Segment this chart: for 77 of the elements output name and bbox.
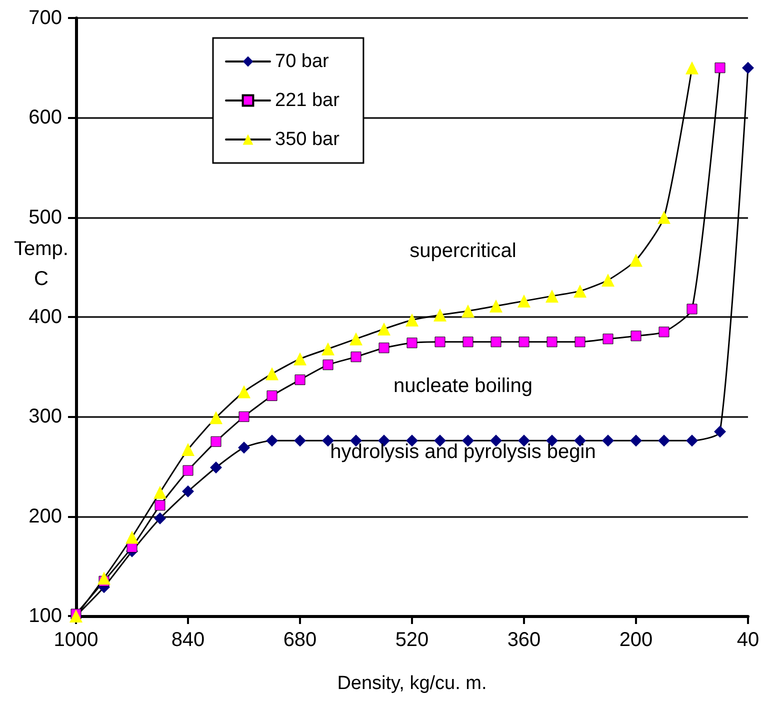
point bbox=[350, 332, 362, 346]
point bbox=[630, 330, 642, 342]
point bbox=[238, 442, 250, 454]
y-tick-label: 500 bbox=[28, 206, 62, 228]
point bbox=[742, 62, 754, 74]
y-tick-label: 100 bbox=[28, 605, 62, 627]
point bbox=[602, 274, 614, 287]
annotation: hydrolysis and pyrolysis begin bbox=[330, 441, 596, 463]
point bbox=[546, 336, 558, 348]
y-tick-label: 700 bbox=[28, 7, 62, 29]
point bbox=[546, 290, 558, 303]
point bbox=[378, 322, 390, 336]
point bbox=[490, 300, 502, 313]
y-tick-label: 200 bbox=[28, 505, 62, 528]
annotation: nucleate boiling bbox=[394, 375, 532, 397]
point bbox=[658, 210, 670, 224]
point bbox=[182, 443, 194, 456]
point bbox=[518, 294, 530, 308]
point bbox=[294, 374, 306, 386]
point bbox=[658, 326, 670, 338]
y-axis-title: Temp. C bbox=[14, 238, 68, 290]
point bbox=[126, 530, 138, 544]
point bbox=[350, 352, 362, 362]
point bbox=[490, 336, 502, 348]
point bbox=[154, 512, 166, 524]
point bbox=[574, 336, 586, 348]
point bbox=[406, 338, 418, 348]
point bbox=[574, 284, 586, 298]
point bbox=[602, 334, 614, 344]
point bbox=[462, 304, 474, 318]
point bbox=[210, 461, 222, 474]
point bbox=[266, 367, 278, 380]
point bbox=[210, 411, 222, 424]
point bbox=[322, 342, 334, 356]
point bbox=[434, 336, 446, 348]
point bbox=[98, 572, 110, 585]
point bbox=[686, 434, 698, 447]
legend-label: 70 bar bbox=[275, 51, 330, 72]
y-tick-label: 600 bbox=[28, 106, 62, 129]
x-tick-label: 520 bbox=[395, 629, 429, 651]
point bbox=[630, 254, 642, 267]
point bbox=[602, 434, 614, 447]
point bbox=[658, 434, 670, 447]
point bbox=[686, 61, 698, 74]
point bbox=[714, 62, 726, 74]
point bbox=[630, 434, 642, 447]
x-tick-label: 1000 bbox=[54, 629, 98, 651]
point bbox=[238, 411, 250, 422]
point bbox=[182, 465, 194, 476]
point bbox=[266, 434, 278, 447]
x-axis-title: Density, kg/cu. m. bbox=[337, 673, 487, 694]
legend-label: 350 bar bbox=[275, 129, 340, 150]
point bbox=[378, 342, 390, 354]
x-tick-label: 200 bbox=[619, 629, 653, 651]
x-tick-label: 840 bbox=[171, 629, 205, 651]
x-tick-label: 40 bbox=[736, 629, 760, 651]
point bbox=[434, 308, 446, 322]
point bbox=[294, 352, 306, 366]
point bbox=[266, 390, 278, 401]
x-tick-label: 360 bbox=[507, 629, 541, 651]
point bbox=[182, 485, 194, 498]
point bbox=[322, 360, 334, 370]
point bbox=[210, 436, 222, 447]
y-tick-label: 400 bbox=[28, 306, 62, 328]
point bbox=[714, 426, 726, 438]
legend-label: 221 bar bbox=[275, 90, 340, 111]
point bbox=[154, 500, 166, 511]
y-tick-label: 300 bbox=[28, 406, 62, 428]
point bbox=[238, 385, 250, 398]
point bbox=[294, 434, 306, 447]
point bbox=[406, 313, 418, 326]
point bbox=[686, 304, 698, 314]
x-tick-label: 680 bbox=[283, 629, 317, 651]
point bbox=[518, 336, 530, 348]
point bbox=[462, 336, 474, 348]
point bbox=[154, 486, 166, 499]
annotation: supercritical bbox=[410, 240, 516, 262]
